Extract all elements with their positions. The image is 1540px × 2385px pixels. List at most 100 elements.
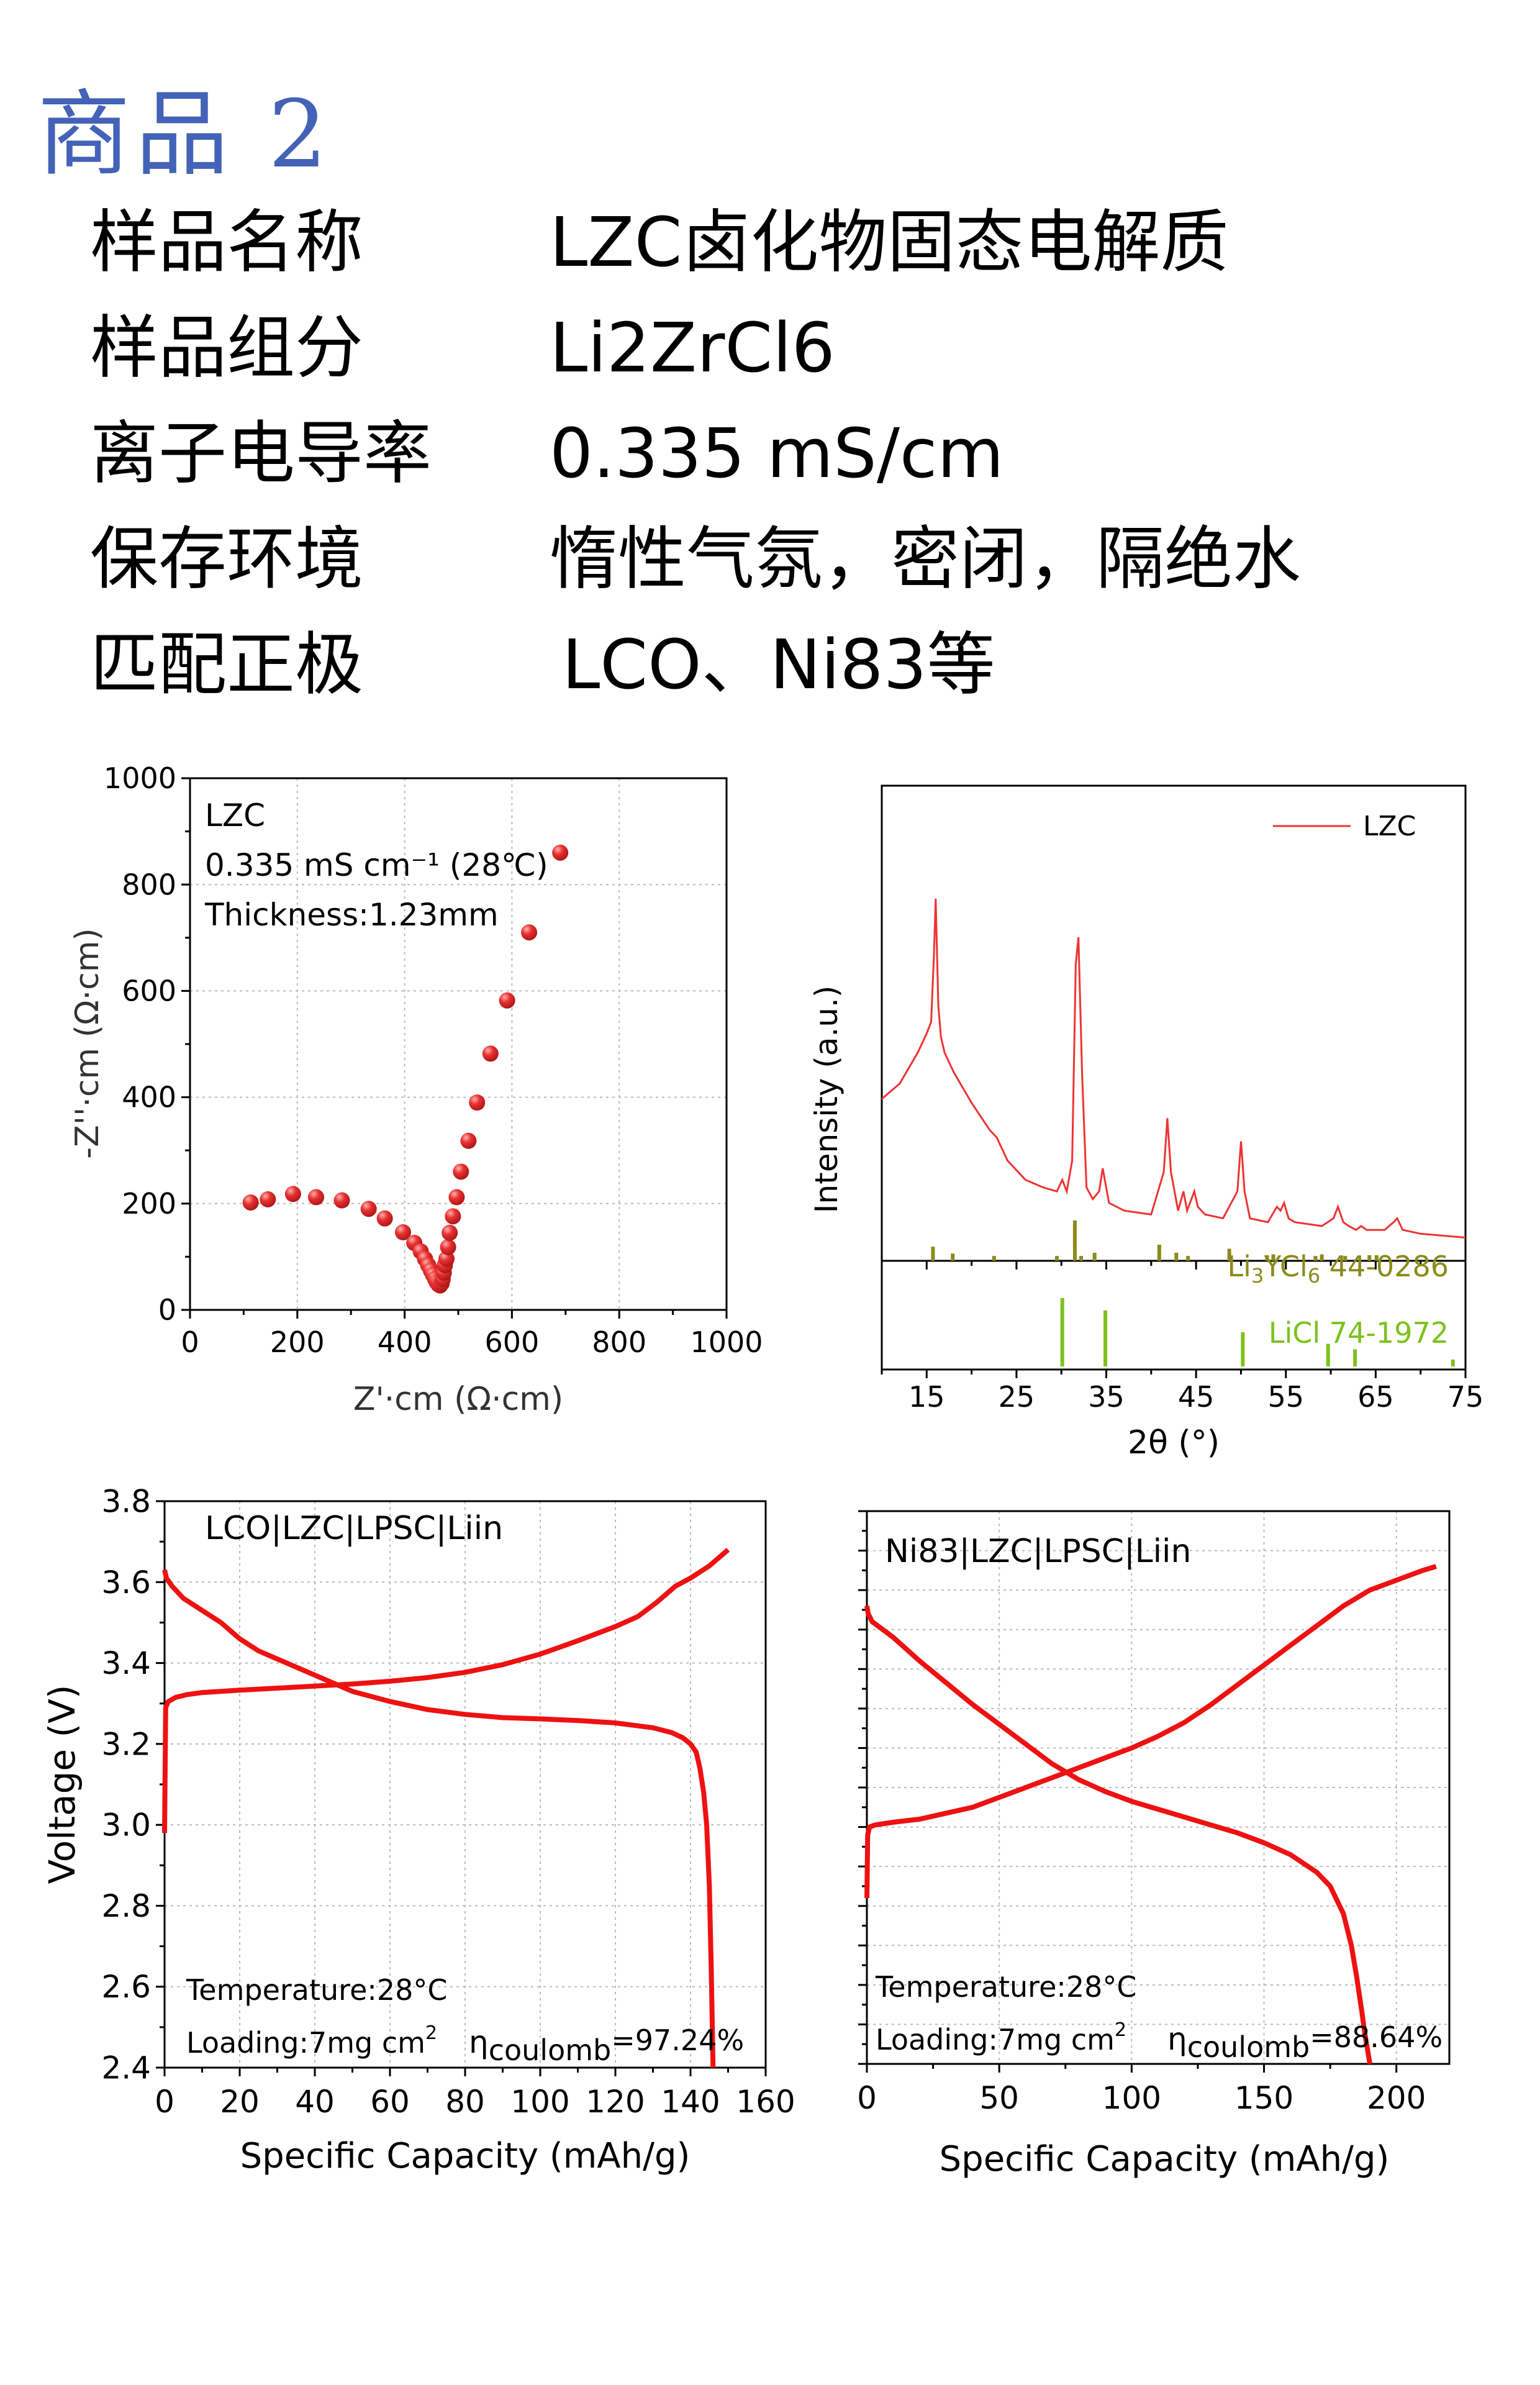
x-tick-label: 20 <box>220 2084 260 2120</box>
x-tick-label: 65 <box>1357 1380 1394 1414</box>
ref-bar-li3ycl6 <box>992 1256 996 1261</box>
y-tick-label: 2.4 <box>101 2050 151 2086</box>
eis-data-point <box>333 1192 350 1209</box>
spec-value: LCO、Ni83等 <box>562 625 995 704</box>
ref-bar-li3ycl6 <box>1265 1255 1269 1261</box>
x-tick-label: 100 <box>1102 2080 1161 2116</box>
coulombic-efficiency-label: ηcoulomb=97.24% <box>469 2024 744 2067</box>
discharge-curve <box>162 1569 716 2068</box>
eis-data-point <box>284 1186 301 1202</box>
y-tick-label: 3.4 <box>101 1645 151 1681</box>
coulombic-efficiency-label: ηcoulomb=88.64% <box>1167 2020 1443 2064</box>
eis-nyquist-chart: 0 200 400 600 800 1000 0 200 400 600 800 1000 LZC 0… <box>69 761 763 1418</box>
x-axis-label: Specific Capacity (mAh/g) <box>240 2136 691 2176</box>
eis-data-point <box>521 924 538 941</box>
eis-data-point <box>260 1191 276 1207</box>
x-tick-label: 0 <box>155 2084 174 2120</box>
x-tick-label: 75 <box>1447 1380 1484 1414</box>
ref-bar-li3ycl6 <box>1186 1256 1190 1261</box>
charge-curve <box>162 1548 730 1833</box>
x-tick-label: 200 <box>1367 2080 1426 2116</box>
ref-bar-li3ycl6 <box>1374 1255 1379 1261</box>
ref-bar-li3ycl6 <box>1072 1220 1077 1261</box>
x-tick-label: 150 <box>1234 2080 1293 2116</box>
ni83-voltage-profile-chart: 0 50 100 150 200 Ni83|LZC|LPSC|Liin Temperat… <box>857 1510 1451 2179</box>
eis-annotation-thickness: Thickness:1.23mm <box>204 897 499 933</box>
ref-bar-li3ycl6 <box>1343 1256 1348 1261</box>
eis-data-point <box>469 1094 486 1111</box>
x-axis-label: 2θ (°) <box>1128 1424 1220 1461</box>
spec-value: 0.335 mS/cm <box>550 414 1004 493</box>
charge-curve <box>864 1564 1437 1899</box>
x-tick-label: 600 <box>484 1325 539 1359</box>
xrd-line-lzc <box>881 898 1466 1239</box>
x-axis-label: Specific Capacity (mAh/g) <box>940 2139 1390 2179</box>
x-tick-label: 50 <box>979 2080 1019 2116</box>
ref-bar-li3ycl6 <box>1313 1256 1318 1261</box>
spec-label: 离子电导率 <box>90 414 432 493</box>
ref-bar-licl <box>1451 1360 1455 1366</box>
x-tick-label: 35 <box>1088 1380 1125 1414</box>
xrd-pattern-chart: 15 25 35 45 55 65 75 LZC Li3YCl6 44-0286 LiCl … <box>808 784 1484 1461</box>
ref-bar-li3ycl6 <box>1271 1254 1275 1261</box>
ref-bar-li3ycl6 <box>1174 1253 1179 1261</box>
x-tick-label: 100 <box>510 2084 569 2120</box>
eis-data-point <box>453 1163 469 1180</box>
loading-label: Loading:7mg cm2 <box>876 2019 1126 2056</box>
x-tick-label: 200 <box>270 1325 325 1359</box>
eis-annotation-sample: LZC <box>205 797 265 834</box>
eis-data-point <box>460 1132 477 1149</box>
spec-label: 匹配正极 <box>90 625 363 704</box>
ref-bar-li3ycl6 <box>1227 1248 1231 1261</box>
y-tick-label: 200 <box>122 1187 176 1220</box>
eis-data-point <box>440 1238 456 1255</box>
x-tick-label: 400 <box>378 1325 432 1359</box>
ref-bar-li3ycl6 <box>951 1253 955 1261</box>
lco-voltage-profile-chart: 0 20 40 60 80 100 120 140 160 2.4 2.6 2.8 3.0 3.2 3.4 3… <box>41 1484 795 2177</box>
y-tick-label: 3.0 <box>101 1807 151 1843</box>
ref-bar-li3ycl6 <box>1092 1253 1097 1261</box>
y-tick-label: 600 <box>122 974 176 1008</box>
temperature-label: Temperature:28°C <box>186 1973 448 2007</box>
spec-value: LZC卤化物固态电解质 <box>550 202 1229 282</box>
eis-data-point <box>445 1208 461 1225</box>
temperature-label: Temperature:28°C <box>875 1970 1137 2004</box>
ref-bar-li3ycl6 <box>1367 1255 1372 1261</box>
ref-bar-licl <box>1326 1343 1330 1366</box>
y-axis-label: Intensity (a.u.) <box>808 986 845 1214</box>
y-tick-label: 3.8 <box>101 1484 151 1520</box>
spec-label: 样品组分 <box>90 308 363 388</box>
eis-data-point <box>376 1210 393 1227</box>
eis-data-point <box>499 992 515 1009</box>
y-tick-label: 3.6 <box>101 1565 151 1601</box>
y-axis-label: Voltage (V) <box>41 1685 83 1884</box>
x-tick-label: 15 <box>908 1380 945 1414</box>
eis-data-point <box>448 1189 465 1206</box>
eis-data-point <box>360 1201 377 1217</box>
ref-bar-li3ycl6 <box>1079 1256 1084 1261</box>
ref-label-li3ycl6: Li3YCl6 44-0286 <box>1228 1250 1449 1288</box>
spec-value: Li2ZrCl6 <box>550 308 835 388</box>
ref-bar-licl <box>1353 1349 1357 1366</box>
x-tick-label: 25 <box>999 1380 1035 1414</box>
x-tick-label: 1000 <box>690 1325 763 1359</box>
ref-bar-licl <box>1103 1310 1108 1366</box>
discharge-curve <box>864 1605 1373 2065</box>
ref-bar-li3ycl6 <box>1320 1254 1324 1261</box>
eis-data-point <box>395 1224 412 1241</box>
spec-value: 惰性气氛，密闭，隔绝水 <box>550 519 1301 599</box>
y-axis-label: -Z''·cm (Ω·cm) <box>69 928 106 1158</box>
spec-label: 样品名称 <box>90 202 363 282</box>
x-tick-label: 0 <box>857 2080 877 2116</box>
plot-frame <box>881 784 1467 1371</box>
x-tick-label: 0 <box>181 1325 199 1359</box>
x-tick-label: 80 <box>445 2084 485 2120</box>
y-tick-label: 800 <box>122 868 176 901</box>
y-tick-label: 1000 <box>104 761 176 795</box>
eis-data-point <box>308 1189 325 1206</box>
loading-label: Loading:7mg cm2 <box>186 2022 437 2060</box>
page-title: 商品 2 <box>37 81 333 189</box>
x-tick-label: 55 <box>1267 1380 1304 1414</box>
ref-bar-li3ycl6 <box>1055 1256 1059 1261</box>
ref-bar-li3ycl6 <box>1157 1245 1161 1261</box>
